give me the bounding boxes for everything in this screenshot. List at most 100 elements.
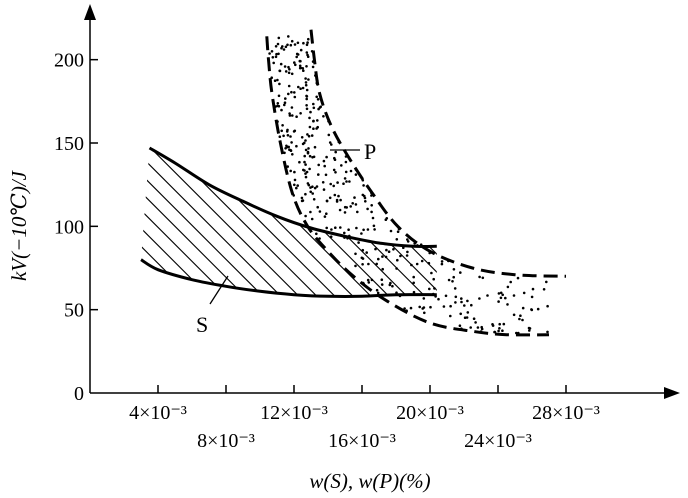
leader-line-s	[209, 275, 229, 305]
y-tick-label: 50	[64, 300, 84, 322]
band-p-dot	[392, 248, 395, 251]
band-p-dot	[385, 248, 388, 252]
band-p-dot	[316, 205, 320, 209]
band-p-dot	[302, 69, 305, 72]
band-p-dot	[304, 83, 308, 87]
band-p-dot	[353, 196, 356, 199]
band-p-dot	[502, 322, 506, 326]
band-p-dot	[370, 210, 373, 214]
band-p-dot	[440, 262, 444, 266]
band-p-dot	[304, 214, 307, 218]
band-p-dot	[305, 65, 308, 68]
band-p-dot	[497, 329, 500, 333]
band-p-dot	[363, 196, 367, 200]
band-p-dot	[312, 198, 316, 201]
band-p-dot	[338, 208, 342, 212]
x-axis-label: w(S), w(P)(%)	[309, 469, 430, 493]
band-p-dot	[287, 145, 291, 149]
band-p-dot	[289, 43, 293, 47]
band-p-dot	[304, 172, 307, 175]
band-p-dot	[271, 56, 275, 59]
hatch-line	[597, 126, 688, 316]
band-p-dot	[278, 69, 282, 73]
hatch-line	[254, 148, 437, 297]
band-p-dot	[460, 297, 463, 300]
band-p-dot	[423, 311, 426, 315]
band-p-dot	[284, 147, 287, 150]
hatch-line	[398, 148, 437, 297]
y-tick-label: 200	[54, 50, 84, 72]
band-p-dot	[354, 203, 358, 206]
band-p-dot	[354, 173, 358, 176]
band-s	[140, 126, 688, 316]
band-p-dot	[370, 204, 374, 207]
band-p-dot	[286, 134, 290, 137]
band-p-dot	[311, 65, 315, 69]
band-p-dot	[293, 43, 297, 46]
band-p-dot	[274, 55, 278, 59]
band-p-dot	[305, 97, 309, 101]
band-p-dot	[343, 231, 346, 235]
band-p-dot	[303, 160, 306, 164]
band-p-dot	[315, 185, 319, 188]
band-p-dot	[303, 141, 306, 145]
band-p-dot	[270, 50, 274, 53]
band-p-dot	[280, 46, 283, 50]
band-p-dot	[295, 144, 298, 148]
band-p-dot	[367, 262, 370, 266]
band-p-dot	[474, 321, 477, 324]
band-p-dot	[412, 290, 416, 294]
band-p-dot	[332, 184, 336, 188]
band-p-dot	[307, 183, 311, 187]
band-p-dot	[312, 155, 316, 159]
band-p-dot	[277, 94, 281, 98]
band-p-dot	[284, 45, 288, 49]
band-p-dot	[343, 177, 347, 180]
band-p-dot	[518, 317, 521, 321]
x-axis-arrow-icon	[664, 387, 680, 399]
band-p-dot	[297, 85, 300, 89]
band-p-dot	[536, 307, 540, 311]
hatch-line	[453, 126, 643, 316]
hatch-line	[182, 148, 374, 297]
band-p-dot	[337, 194, 340, 198]
band-p-dot	[299, 59, 302, 63]
band-p-dot	[304, 175, 308, 179]
band-p-dot	[454, 301, 457, 304]
band-p-dot	[530, 295, 534, 299]
band-p-dot	[399, 254, 402, 258]
band-p-dot	[480, 327, 484, 331]
band-p-dot	[395, 238, 399, 241]
band-p-dot	[307, 134, 311, 138]
band-p-dot	[339, 198, 342, 202]
band-p-dot	[312, 127, 315, 130]
band-p-dot	[332, 168, 336, 172]
band-p-dot	[418, 305, 422, 309]
band-p-dot	[405, 254, 409, 257]
band-p-dot	[325, 212, 328, 215]
hatch-line	[141, 148, 212, 297]
hatch-line	[543, 126, 688, 316]
band-p-dot	[276, 42, 280, 46]
band-p-dot	[305, 104, 308, 107]
band-p-dot	[284, 97, 287, 100]
band-p-dot	[307, 147, 310, 150]
band-p-dot	[366, 207, 369, 211]
band-p-dot	[349, 169, 353, 173]
band-p-dot	[273, 79, 277, 82]
band-p-dot	[295, 55, 299, 59]
band-p-dot	[364, 200, 367, 203]
band-p-dot	[281, 124, 284, 127]
band-p-dot	[305, 43, 309, 47]
band-p-dot	[499, 296, 503, 300]
hatch-line	[141, 148, 302, 297]
band-p-dot	[308, 167, 311, 171]
series-label-s: S	[196, 312, 208, 337]
band-p-dot	[290, 106, 294, 109]
band-p-dot	[299, 48, 303, 52]
band-p-dot	[334, 150, 338, 154]
band-p-dot	[325, 155, 328, 159]
band-p-dot	[470, 303, 473, 307]
band-p-dot	[325, 226, 329, 230]
